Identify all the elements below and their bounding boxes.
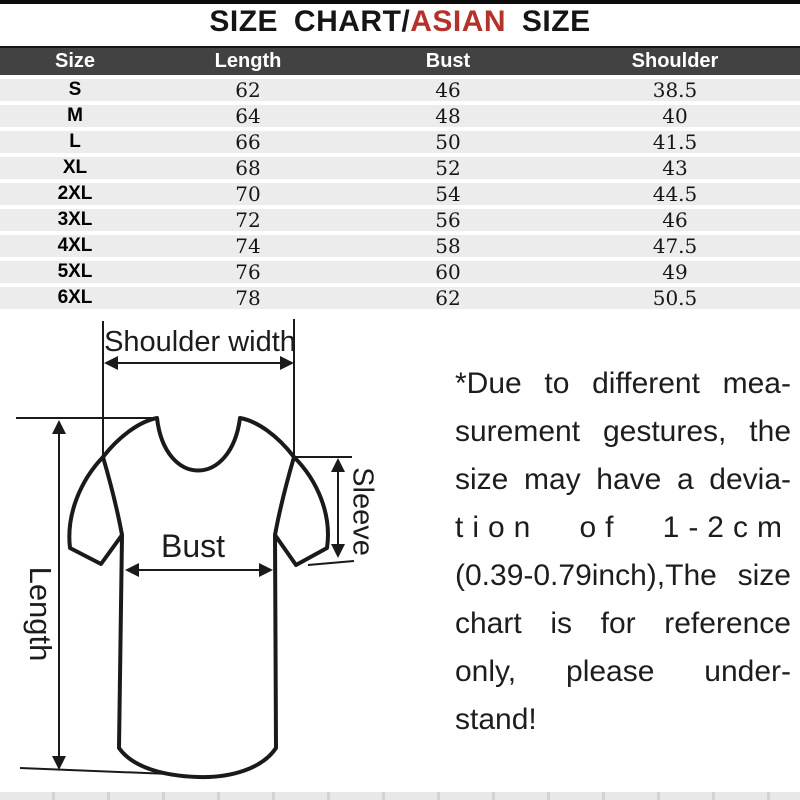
- arrowhead-left: [104, 356, 118, 370]
- bust-cell: 54: [435, 182, 461, 206]
- arrowhead-up: [52, 420, 66, 434]
- arrowhead-down: [331, 544, 345, 558]
- armhole-seam-left: [101, 455, 124, 537]
- bust-cell: 50: [435, 130, 461, 154]
- disclaimer-line: *Due to different mea-: [455, 367, 791, 400]
- bust-cell: 60: [435, 260, 461, 284]
- length-label: Length: [23, 566, 58, 662]
- shoulder-cell: 41.5: [652, 130, 698, 154]
- disclaimer-line: size may have a devia-: [455, 463, 791, 496]
- arrowhead-up: [331, 458, 345, 472]
- length-cell: 70: [235, 182, 261, 206]
- length-cell: 74: [235, 234, 261, 258]
- arrowhead-left: [125, 563, 139, 577]
- table-row: 5XL 76 60 49: [0, 261, 800, 283]
- bust-cell: 56: [435, 208, 461, 232]
- tshirt-outline: [67, 416, 330, 780]
- size-cell: XL: [62, 157, 88, 178]
- length-cell: 78: [235, 286, 261, 310]
- bust-label: Bust: [161, 528, 226, 564]
- arrowhead-right: [280, 356, 294, 370]
- title-highlight: ASIAN: [410, 5, 507, 38]
- shoulder-cell: 49: [662, 260, 688, 284]
- shoulder-cell: 44.5: [652, 182, 698, 206]
- top-border: [0, 0, 800, 4]
- title-suffix: SIZE: [506, 5, 591, 38]
- length-cell: 68: [235, 156, 261, 180]
- size-cell: 2XL: [57, 183, 93, 204]
- column-header-size: Size: [54, 50, 96, 72]
- table-row: L 66 50 41.5: [0, 131, 800, 153]
- disclaimer-line: only, please under-: [455, 655, 791, 688]
- disclaimer-line: stand!: [455, 703, 537, 736]
- column-header-bust: Bust: [425, 50, 471, 72]
- table-row: 6XL 78 62 50.5: [0, 287, 800, 309]
- sleeve-label: Sleeve: [346, 467, 379, 556]
- length-guide-bottom: [19, 767, 171, 775]
- table-row: 4XL 74 58 47.5: [0, 235, 800, 257]
- table-row: M 64 48 40: [0, 105, 800, 127]
- table-header-row: Size Length Bust Shoulder: [0, 46, 800, 75]
- size-cell: M: [67, 105, 83, 126]
- arrowhead-right: [259, 563, 273, 577]
- shoulder-cell: 38.5: [652, 78, 698, 102]
- length-cell: 76: [235, 260, 261, 284]
- size-cell: 6XL: [57, 287, 93, 308]
- bust-cell: 52: [435, 156, 461, 180]
- table-row: S 62 46 38.5: [0, 79, 800, 101]
- column-header-length: Length: [214, 50, 282, 72]
- length-cell: 66: [235, 130, 261, 154]
- shoulder-cell: 47.5: [652, 234, 698, 258]
- table-row: 3XL 72 56 46: [0, 209, 800, 231]
- length-cell: 64: [235, 104, 261, 128]
- disclaimer-line: tion of 1-2cm: [455, 511, 791, 544]
- bust-cell: 46: [435, 78, 461, 102]
- size-table-body: S 62 46 38.5 M 64 48 40 L 66 50 41.5 XL …: [0, 79, 800, 313]
- size-cell: S: [68, 79, 82, 100]
- page-title: SIZE CHART/ASIAN SIZE: [0, 5, 800, 39]
- title-prefix: SIZE CHART/: [209, 5, 411, 38]
- disclaimer-line: surement gestures, the: [455, 415, 791, 448]
- shoulder-cell: 46: [662, 208, 688, 232]
- column-header-shoulder: Shoulder: [631, 50, 719, 72]
- size-cell: L: [69, 131, 81, 152]
- bust-cell: 48: [435, 104, 461, 128]
- shoulder-width-label: Shoulder width: [104, 326, 296, 358]
- length-cell: 72: [235, 208, 261, 232]
- length-cell: 62: [235, 78, 261, 102]
- bust-cell: 58: [435, 234, 461, 258]
- measurement-disclaimer: *Due to different mea- surement gestures…: [455, 360, 791, 744]
- sleeve-guide-bottom: [307, 560, 355, 566]
- bust-cell: 62: [435, 286, 461, 310]
- size-cell: 4XL: [57, 235, 93, 256]
- size-cell: 5XL: [57, 261, 93, 282]
- tshirt-measurement-diagram: [16, 319, 355, 780]
- cropped-bottom-content: [0, 792, 800, 800]
- armhole-seam-right: [273, 455, 296, 537]
- arrowhead-down: [52, 756, 66, 770]
- disclaimer-line: (0.39-0.79inch),The size: [455, 559, 791, 592]
- shoulder-cell: 43: [662, 156, 688, 180]
- size-cell: 3XL: [57, 209, 93, 230]
- table-row: XL 68 52 43: [0, 157, 800, 179]
- table-row: 2XL 70 54 44.5: [0, 183, 800, 205]
- disclaimer-line: chart is for reference: [455, 607, 791, 640]
- shoulder-cell: 40: [662, 104, 688, 128]
- shoulder-cell: 50.5: [652, 286, 698, 310]
